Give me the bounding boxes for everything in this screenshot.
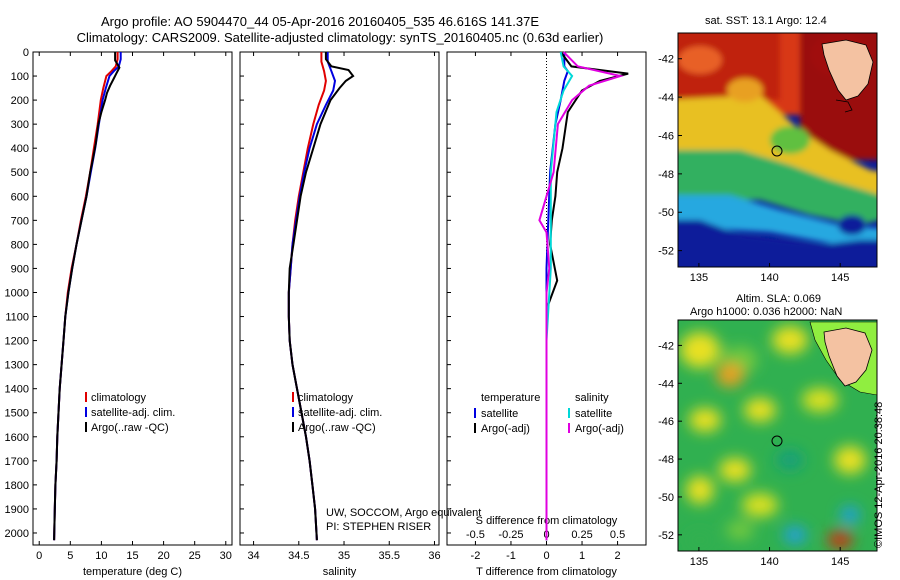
- x-tick-label: 10: [95, 550, 107, 562]
- y-tick-label: 0: [23, 47, 29, 59]
- imos-timestamp: ©IMOS 12-Apr-2016 20:38:48: [873, 401, 885, 548]
- difference-panel: -2 -1 0 1 2 T difference from climatology -0.5…: [446, 51, 647, 578]
- y-tick-label: 1000: [5, 287, 29, 299]
- y-tick-label: 2000: [5, 528, 29, 540]
- y-tick-label: 100: [11, 71, 29, 83]
- x-axis-label: temperature (deg C): [83, 566, 182, 578]
- x-tick-label: 34: [247, 550, 259, 562]
- plot-frame: [32, 51, 233, 546]
- x-axis-label: T difference from climatology: [476, 566, 617, 578]
- y-tick-label: 1100: [5, 312, 29, 324]
- legend-label: Argo(..raw -QC): [298, 422, 376, 434]
- plot-title-line1: Argo profile: AO 5904470_44 05-Apr-2016 …: [100, 14, 540, 29]
- legend-label: satellite-adj. clim.: [298, 407, 382, 419]
- salinity-panel: 34 34.5 35 35.5 36 salinity climatology satelli…: [239, 51, 441, 578]
- legend-group-title: salinity: [575, 392, 609, 404]
- legend-label: satellite: [481, 408, 518, 420]
- x-tick-label: 35: [338, 550, 350, 562]
- x-tick-label: 34.5: [288, 550, 309, 562]
- y-tick-label: 600: [11, 191, 29, 203]
- y-tick-label: 300: [11, 119, 29, 131]
- y-tick-label: 1600: [5, 432, 29, 444]
- series-line: [287, 52, 337, 541]
- plot-title-line2: Climatology: CARS2009. Satellite-adjuste…: [76, 30, 604, 45]
- y-tick-label: 1200: [5, 336, 29, 348]
- y-tick-label: 1500: [5, 408, 29, 420]
- x2-tick-label: 0.25: [571, 529, 592, 541]
- series-line: [538, 51, 625, 541]
- legend-label: satellite-adj. clim.: [91, 407, 175, 419]
- x-tick-label: -2: [471, 550, 481, 562]
- y-tick-label: 200: [11, 95, 29, 107]
- legend-label: Argo(..raw -QC): [91, 422, 169, 434]
- credit-line1: UW, SOCCOM, Argo equivalent: [326, 507, 481, 519]
- x-tick-label: 20: [157, 550, 169, 562]
- legend-label: satellite: [575, 408, 612, 420]
- y-tick-label: 1900: [5, 504, 29, 516]
- y-tick-label: 1700: [5, 456, 29, 468]
- sla-map-title-line1: Altim. SLA: 0.069: [736, 293, 821, 305]
- legend-group-title: temperature: [481, 392, 540, 404]
- y-tick-label: 400: [11, 143, 29, 155]
- sst-map-title: sat. SST: 13.1 Argo: 12.4: [705, 15, 827, 27]
- legend-label: climatology: [91, 392, 147, 404]
- series-line: [545, 51, 574, 541]
- x2-tick-label: -0.25: [498, 529, 523, 541]
- y-tick-label: 1400: [5, 384, 29, 396]
- x-tick-label: 5: [67, 550, 73, 562]
- credit-line2: PI: STEPHEN RISER: [326, 521, 431, 533]
- x-axis-label: salinity: [323, 566, 357, 578]
- x-tick-label: 35.5: [379, 550, 400, 562]
- x-tick-label: 15: [126, 550, 138, 562]
- legend-label: climatology: [298, 392, 354, 404]
- sla-map-title-line2: Argo h1000: 0.036 h2000: NaN: [690, 306, 843, 318]
- x2-tick-label: 0.5: [610, 529, 625, 541]
- y-tick-label: 1800: [5, 480, 29, 492]
- y-tick-label: 800: [11, 239, 29, 251]
- x-tick-label: 0: [543, 550, 549, 562]
- series-line: [53, 52, 121, 541]
- plot-frame: [239, 51, 440, 546]
- legend-label: Argo(-adj): [575, 423, 624, 435]
- series-line: [287, 52, 355, 541]
- x-tick-label: 30: [220, 550, 232, 562]
- y-tick-label: 500: [11, 167, 29, 179]
- x-tick-label: 2: [615, 550, 621, 562]
- series-line: [53, 52, 122, 541]
- series-line: [53, 52, 119, 541]
- temperature-panel: 0100200300400500600700800900100011001200…: [5, 47, 233, 578]
- x-tick-label: -1: [506, 550, 516, 562]
- y-tick-label: 700: [11, 215, 29, 227]
- x-tick-label: 1: [579, 550, 585, 562]
- x2-tick-label: -0.5: [466, 529, 485, 541]
- legend-label: Argo(-adj): [481, 423, 530, 435]
- x-tick-label: 25: [189, 550, 201, 562]
- y-tick-label: 900: [11, 263, 29, 275]
- x-tick-label: 0: [36, 550, 42, 562]
- x-tick-label: 36: [428, 550, 440, 562]
- y-tick-label: 1300: [5, 360, 29, 372]
